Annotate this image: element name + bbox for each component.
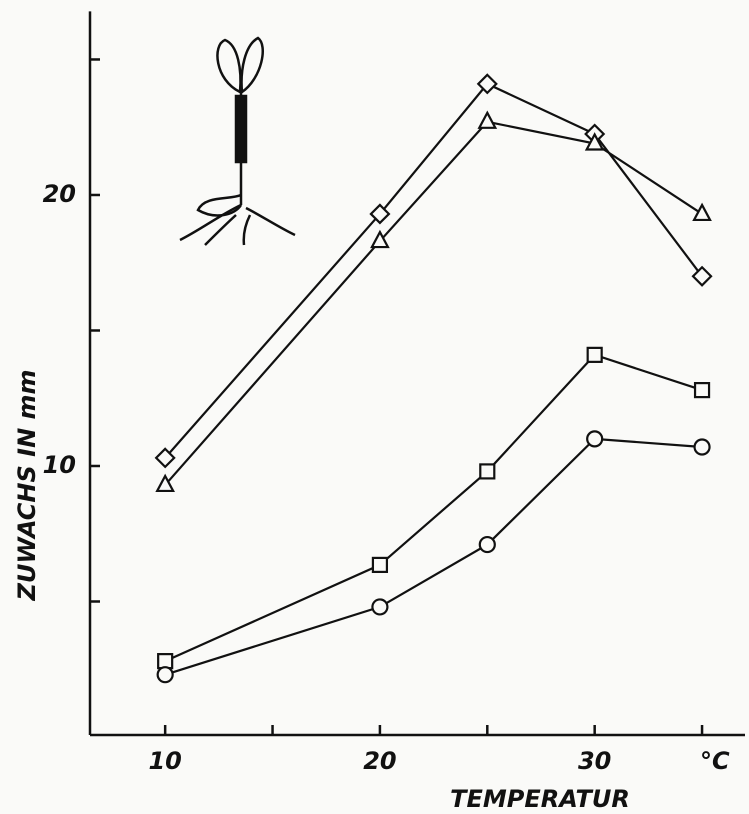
marker xyxy=(691,265,713,287)
marker xyxy=(586,430,604,448)
marker xyxy=(370,229,390,249)
x-tick-label: 20 xyxy=(363,747,396,775)
marker xyxy=(155,473,175,493)
marker xyxy=(586,346,603,363)
series-line xyxy=(164,120,703,486)
y-axis-label: ZUWACHS IN mm xyxy=(13,369,41,601)
marker xyxy=(692,202,712,222)
marker xyxy=(477,110,498,129)
x-tick-label: 10 xyxy=(148,747,181,775)
marker xyxy=(478,535,496,554)
marker xyxy=(157,653,174,670)
seedling-illustration xyxy=(179,36,296,246)
y-tick-label: 20 xyxy=(43,180,76,208)
x-unit: °C xyxy=(700,747,730,775)
marker xyxy=(156,666,174,684)
marker xyxy=(479,463,496,480)
y-tick-label: 10 xyxy=(43,451,76,479)
marker xyxy=(369,203,391,225)
series-line xyxy=(164,437,703,676)
marker xyxy=(154,447,176,469)
marker xyxy=(371,556,389,574)
marker xyxy=(693,382,711,399)
x-tick-label: 30 xyxy=(578,747,611,775)
marker xyxy=(584,132,605,151)
marker xyxy=(476,73,498,95)
marker xyxy=(693,438,711,456)
marker xyxy=(371,598,389,616)
x-axis-label: TEMPERATUR xyxy=(450,785,630,813)
series-line xyxy=(164,353,703,663)
